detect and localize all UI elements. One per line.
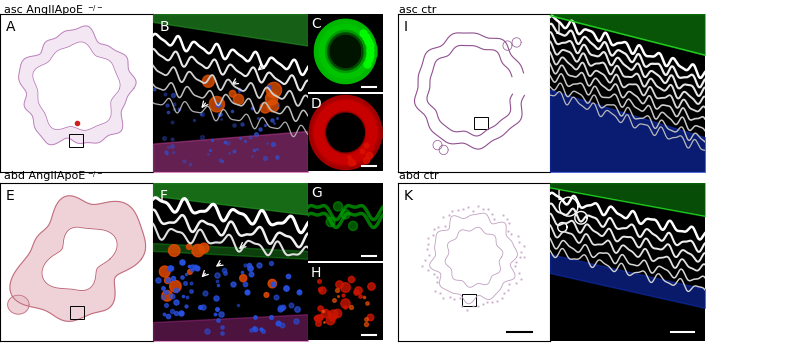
Polygon shape: [187, 269, 192, 274]
Text: D: D: [311, 97, 322, 111]
Text: H: H: [311, 266, 322, 280]
Polygon shape: [199, 243, 209, 253]
Polygon shape: [264, 293, 269, 297]
Text: abd ctr: abd ctr: [399, 171, 439, 181]
Polygon shape: [186, 244, 192, 249]
Text: asc ctr: asc ctr: [399, 5, 437, 15]
Polygon shape: [334, 202, 342, 211]
Polygon shape: [326, 113, 364, 152]
Polygon shape: [42, 227, 117, 290]
Polygon shape: [169, 245, 180, 256]
Polygon shape: [8, 295, 29, 314]
Polygon shape: [165, 277, 170, 284]
Text: B: B: [159, 20, 169, 34]
Bar: [462, 294, 475, 306]
Bar: [474, 117, 488, 129]
Polygon shape: [18, 26, 136, 145]
Polygon shape: [202, 75, 214, 87]
Text: I: I: [404, 20, 408, 34]
Polygon shape: [267, 100, 279, 112]
Polygon shape: [317, 22, 374, 81]
Polygon shape: [268, 279, 277, 288]
Polygon shape: [234, 94, 244, 105]
Text: A: A: [6, 20, 16, 34]
Polygon shape: [33, 42, 120, 130]
Polygon shape: [349, 221, 358, 230]
Text: K: K: [404, 189, 413, 203]
Text: F: F: [159, 189, 167, 203]
Polygon shape: [341, 209, 350, 219]
Text: L: L: [556, 189, 564, 203]
Text: $^{-/-}$: $^{-/-}$: [87, 171, 104, 181]
Text: C: C: [311, 17, 321, 31]
Text: asc AngIIApoE: asc AngIIApoE: [4, 5, 83, 15]
Polygon shape: [260, 102, 270, 113]
Polygon shape: [159, 266, 170, 277]
Polygon shape: [266, 92, 278, 105]
Text: E: E: [6, 189, 15, 203]
Text: J: J: [556, 20, 560, 34]
Polygon shape: [10, 196, 146, 321]
Polygon shape: [240, 275, 247, 282]
Text: G: G: [311, 186, 322, 200]
Polygon shape: [170, 280, 182, 292]
Polygon shape: [210, 96, 225, 112]
Polygon shape: [266, 82, 282, 98]
Polygon shape: [230, 90, 236, 97]
Polygon shape: [162, 290, 172, 301]
Polygon shape: [313, 99, 378, 166]
Bar: [69, 134, 82, 147]
Polygon shape: [192, 244, 204, 257]
Text: $^{-/-}$: $^{-/-}$: [87, 5, 104, 15]
Text: abd AngIIApoE: abd AngIIApoE: [4, 171, 86, 181]
Bar: [70, 306, 84, 319]
Polygon shape: [326, 217, 335, 227]
